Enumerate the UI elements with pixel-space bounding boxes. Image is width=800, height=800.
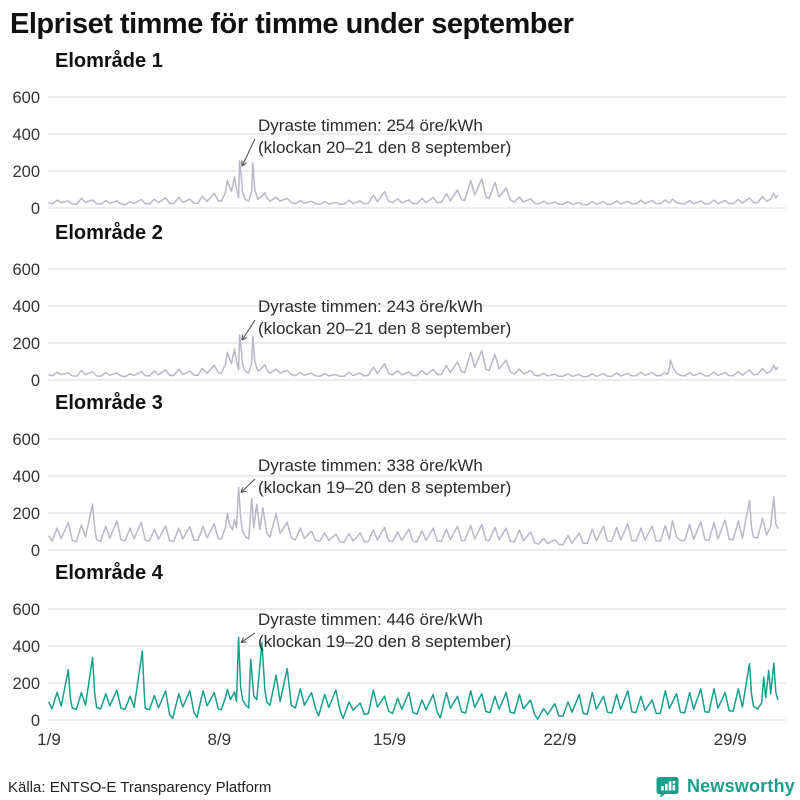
annotation-line2: (klockan 20–21 den 8 september): [258, 319, 512, 338]
plot-area: 0 200 400 600 Dyraste timmen: 254 öre/kWh (…: [0, 82, 800, 215]
panel-elomrade-3: Elområde 3 0 200 400 600 Dyraste timmen: 33…: [0, 392, 800, 557]
x-tick-label: 1/9: [37, 730, 61, 749]
svg-text:200: 200: [12, 675, 40, 693]
newsworthy-logo: Newsworthy: [656, 774, 795, 798]
peak-annotation: Dyraste timmen: 338 öre/kWh (klockan 19–…: [258, 455, 511, 499]
panel-title: Elområde 1: [55, 50, 163, 72]
x-tick-label: 8/9: [207, 730, 232, 749]
svg-text:0: 0: [31, 372, 40, 387]
svg-text:0: 0: [31, 712, 40, 727]
annotation-line2: (klockan 19–20 den 8 september): [258, 478, 512, 497]
x-axis-labels: 1/9 8/9 15/9 22/9 29/9: [0, 730, 800, 752]
line-chart-elomrade-3: 0 200 400 600: [12, 431, 786, 557]
annotation-line2: (klockan 20–21 den 8 september): [258, 138, 512, 157]
footer: Källa: ENTSO-E Transparency Platform New…: [0, 774, 800, 800]
page-title: Elpriset timme för timme under september: [10, 8, 574, 40]
brand-name: Newsworthy: [686, 775, 795, 796]
svg-text:400: 400: [12, 126, 40, 144]
annotation-line2: (klockan 19–20 den 8 september): [258, 632, 512, 651]
plot-area: 0 200 400 600 Dyraste timmen: 446 öre/kWh (…: [0, 594, 800, 727]
peak-annotation: Dyraste timmen: 243 öre/kWh (klockan 20–…: [258, 296, 511, 340]
svg-text:200: 200: [12, 163, 40, 181]
panel-elomrade-4: Elområde 4 0 200 400 600 Dyraste timmen: 44…: [0, 562, 800, 727]
panel-elomrade-1: Elområde 1 0 200 400 600 Dyraste timmen: 25…: [0, 50, 800, 215]
source-credit: Källa: ENTSO-E Transparency Platform: [8, 779, 272, 796]
svg-text:600: 600: [12, 431, 40, 449]
line-chart-elomrade-4: 0 200 400 600: [12, 601, 786, 727]
svg-text:600: 600: [12, 601, 40, 619]
svg-text:400: 400: [12, 638, 40, 656]
svg-text:600: 600: [12, 89, 40, 107]
panel-title: Elområde 4: [55, 562, 163, 584]
svg-text:400: 400: [12, 298, 40, 316]
annotation-line1: Dyraste timmen: 254 öre/kWh: [258, 116, 483, 135]
plot-area: 0 200 400 600 Dyraste timmen: 243 öre/kWh (…: [0, 254, 800, 387]
x-tick-label: 29/9: [713, 730, 747, 749]
line-chart-elomrade-1: 0 200 400 600: [12, 89, 786, 215]
annotation-line1: Dyraste timmen: 338 öre/kWh: [258, 456, 483, 475]
peak-annotation: Dyraste timmen: 254 öre/kWh (klockan 20–…: [258, 115, 511, 159]
x-tick-label: 22/9: [543, 730, 577, 749]
svg-text:0: 0: [31, 200, 40, 215]
svg-text:400: 400: [12, 468, 40, 486]
panel-title: Elområde 3: [55, 392, 163, 414]
svg-text:0: 0: [31, 542, 40, 557]
panel-title: Elområde 2: [55, 222, 163, 244]
peak-annotation: Dyraste timmen: 446 öre/kWh (klockan 19–…: [258, 609, 511, 653]
line-chart-elomrade-2: 0 200 400 600: [12, 261, 786, 387]
annotation-line1: Dyraste timmen: 243 öre/kWh: [258, 297, 483, 316]
svg-text:600: 600: [12, 261, 40, 279]
newsworthy-bars-icon: [656, 777, 679, 798]
svg-text:200: 200: [12, 335, 40, 353]
svg-text:200: 200: [12, 505, 40, 523]
panel-elomrade-2: Elområde 2 0 200 400 600 Dyraste timmen: 24…: [0, 222, 800, 387]
annotation-line1: Dyraste timmen: 446 öre/kWh: [258, 610, 483, 629]
x-tick-label: 15/9: [373, 730, 407, 749]
plot-area: 0 200 400 600 Dyraste timmen: 338 öre/kWh (…: [0, 424, 800, 557]
